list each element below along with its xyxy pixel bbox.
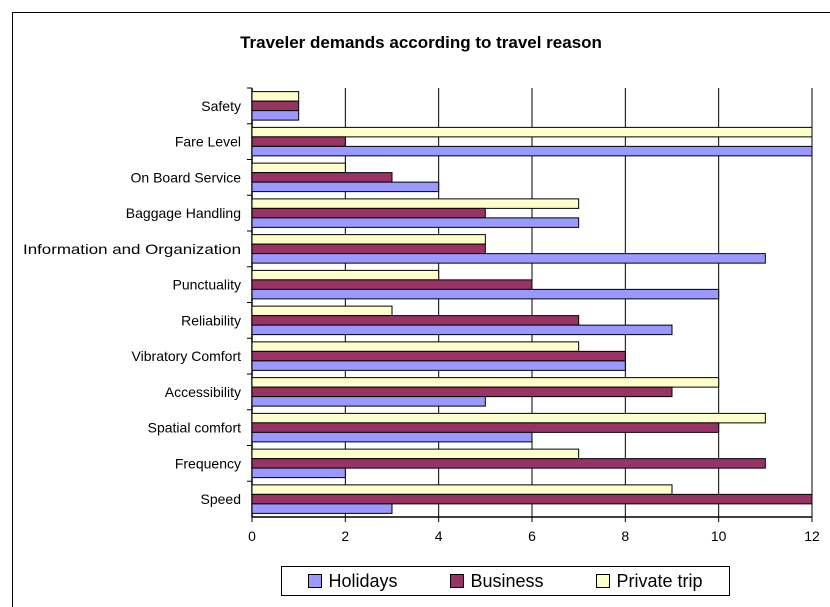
bar-baggage-handling-business <box>251 207 486 219</box>
bar-accessibility-private-trip <box>251 377 720 388</box>
x-tick-label-4: 8 <box>621 528 629 544</box>
bar-safety-business <box>251 100 300 112</box>
bar-accessibility-business <box>251 386 673 398</box>
category-label-fare-level: Fare Level <box>175 134 241 150</box>
legend-swatch-private-trip <box>596 574 611 588</box>
legend-item-holidays: Holidays <box>308 570 398 592</box>
x-tick-label-1: 2 <box>341 528 349 544</box>
legend-swatch-holidays <box>308 574 323 588</box>
bar-information-and-organization-holidays <box>251 253 766 264</box>
category-label-on-board-service: On Board Service <box>131 169 242 185</box>
bar-vibratory-comfort-business <box>251 350 626 362</box>
legend-swatch-business <box>450 574 465 588</box>
bar-reliability-private-trip <box>251 305 393 317</box>
bars-layer <box>251 91 813 514</box>
bar-frequency-private-trip <box>251 448 580 460</box>
x-tick-label-2: 4 <box>435 528 443 544</box>
bar-spatial-comfort-business <box>251 422 720 433</box>
x-tick-label-6: 12 <box>804 528 820 544</box>
category-label-vibratory-comfort: Vibratory Comfort <box>132 348 242 364</box>
bar-punctuality-private-trip <box>251 269 440 281</box>
category-label-frequency: Frequency <box>175 455 241 471</box>
category-label-safety: Safety <box>201 98 241 114</box>
bar-punctuality-holidays <box>251 288 720 300</box>
bar-vibratory-comfort-holidays <box>251 360 626 371</box>
x-tick-label-5: 10 <box>711 528 727 544</box>
legend-item-business: Business <box>450 570 544 592</box>
category-label-speed: Speed <box>201 491 241 507</box>
bar-speed-business <box>251 493 813 505</box>
bar-fare-level-holidays <box>251 145 813 157</box>
bar-baggage-handling-private-trip <box>251 198 580 209</box>
grid-layer <box>247 87 813 522</box>
bar-spatial-comfort-private-trip <box>251 412 766 424</box>
bar-frequency-business <box>251 458 766 469</box>
legend-label-private-trip: Private trip <box>616 570 703 591</box>
legend: Holidays Business Private trip <box>281 566 730 596</box>
bar-punctuality-business <box>251 279 533 290</box>
category-label-spatial-comfort: Spatial comfort <box>148 420 241 436</box>
legend-label-holidays: Holidays <box>328 570 398 591</box>
category-label-punctuality: Punctuality <box>173 277 241 293</box>
bar-accessibility-holidays <box>251 396 486 407</box>
bar-spatial-comfort-holidays <box>251 431 533 443</box>
category-label-reliability: Reliability <box>181 312 241 328</box>
bar-vibratory-comfort-private-trip <box>251 341 580 352</box>
bar-frequency-holidays <box>251 467 346 479</box>
x-tick-label-3: 6 <box>528 528 536 544</box>
bar-speed-private-trip <box>251 484 673 495</box>
bar-speed-holidays <box>251 503 393 514</box>
bar-safety-holidays <box>251 110 300 121</box>
bar-fare-level-private-trip <box>251 126 813 138</box>
chart-frame <box>12 12 830 607</box>
category-label-accessibility: Accessibility <box>165 384 241 400</box>
bar-fare-level-business <box>251 136 346 147</box>
x-tick-label-0: 0 <box>248 528 256 544</box>
x-tick-labels: 0 2 4 6 8 10 12 <box>248 528 820 544</box>
chart-title: Traveler demands according to travel rea… <box>240 33 602 52</box>
legend-item-private-trip: Private trip <box>596 571 702 592</box>
bar-information-and-organization-business <box>251 243 486 255</box>
bar-information-and-organization-private-trip <box>251 234 486 245</box>
bar-baggage-handling-holidays <box>251 217 580 228</box>
category-labels: Safety Fare Level On Board Service Baggage … <box>23 98 241 507</box>
bar-safety-private-trip <box>251 91 300 102</box>
bar-on-board-service-business <box>251 172 393 183</box>
bar-reliability-holidays <box>251 324 673 336</box>
bar-on-board-service-holidays <box>251 181 440 193</box>
bar-reliability-business <box>251 315 580 326</box>
legend-label-business: Business <box>470 570 544 591</box>
bar-on-board-service-private-trip <box>251 162 346 174</box>
category-label-information-and-organization: Information and Organization <box>23 241 241 257</box>
category-label-baggage-handling: Baggage Handling <box>126 205 241 221</box>
